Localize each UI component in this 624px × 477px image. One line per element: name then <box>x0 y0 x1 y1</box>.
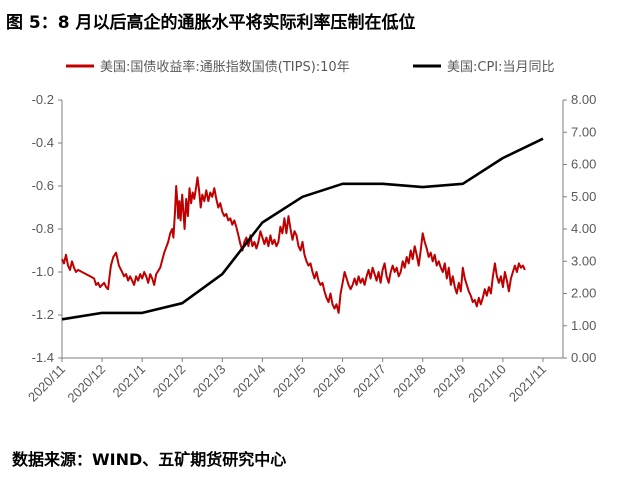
right-tick-label: 1.00 <box>571 318 596 333</box>
left-tick-label: -0.2 <box>32 92 54 107</box>
x-tick-label: 2021/8 <box>390 362 429 401</box>
right-tick-label: 7.00 <box>571 124 596 139</box>
tips-10y-yield-line <box>61 176 526 314</box>
x-tick-label: 2021/2 <box>150 362 189 401</box>
left-tick-label: -0.6 <box>32 178 54 193</box>
left-tick-label: -1.0 <box>32 264 54 279</box>
left-tick-label: -1.2 <box>32 307 54 322</box>
right-tick-label: 8.00 <box>571 92 596 107</box>
cpi-yoy-line <box>61 137 544 321</box>
x-tick-label: 2021/7 <box>350 362 389 401</box>
left-tick-label: -0.8 <box>32 221 54 236</box>
right-tick-label: 2.00 <box>571 286 596 301</box>
x-tick-label: 2021/1 <box>110 362 149 401</box>
figure-title: 图 5：8 月以后高企的通胀水平将实际利率压制在低位 <box>6 13 416 33</box>
x-tick-label: 2020/11 <box>25 362 68 405</box>
source-note: 数据来源：WIND、五矿期货研究中心 <box>12 450 287 469</box>
x-tick-label: 2020/12 <box>64 362 108 406</box>
x-tick-label: 2021/5 <box>270 362 309 401</box>
x-tick-label: 2021/6 <box>310 362 349 401</box>
x-tick-label: 2021/3 <box>190 362 229 401</box>
x-tick-label: 2021/4 <box>230 362 269 401</box>
left-tick-label: -1.4 <box>32 350 54 365</box>
left-tick-label: -0.4 <box>32 135 54 150</box>
x-tick-label: 2021/11 <box>506 362 549 405</box>
right-tick-label: 4.00 <box>571 221 596 236</box>
right-tick-label: 0.00 <box>571 350 596 365</box>
legend-item-cpi-label: 美国:CPI:当月同比 <box>447 60 555 75</box>
chart: -0.2 -0.4 -0.6 -0.8 -1.0 -1.2 -1.4 8.00 7.00 6.00… <box>25 59 596 406</box>
x-tick-label: 2021/10 <box>465 362 509 406</box>
right-tick-label: 5.00 <box>571 189 596 204</box>
x-tick-label: 2021/9 <box>430 362 469 401</box>
right-tick-label: 6.00 <box>571 157 596 172</box>
right-tick-label: 3.00 <box>571 253 596 268</box>
legend-item-tips-label: 美国:国债收益率:通胀指数国债(TIPS):10年 <box>100 59 350 75</box>
